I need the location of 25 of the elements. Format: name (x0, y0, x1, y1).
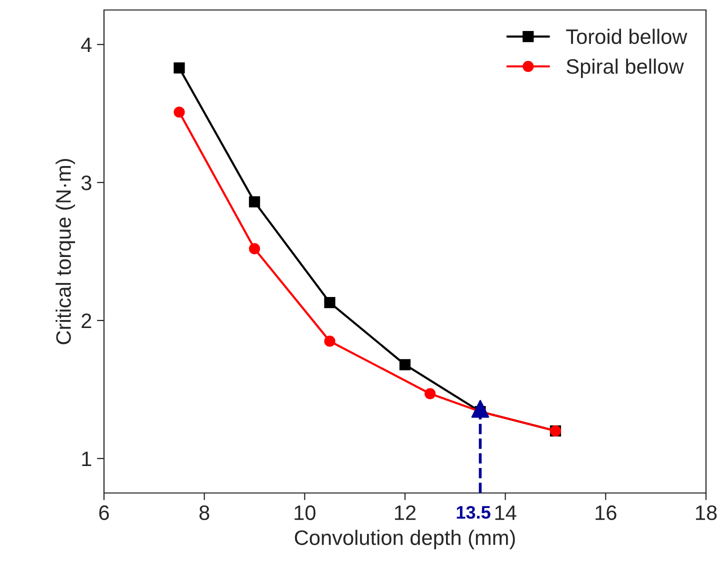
y-tick-label: 2 (82, 314, 92, 328)
x-tick-label: 16 (596, 505, 616, 520)
point (324, 336, 336, 347)
x-tick-label: 14 (495, 506, 516, 520)
x-axis-title: Convolution depth (mm) (294, 530, 515, 550)
y-axis-title: Critical torque (N·m) (56, 159, 76, 344)
legend-label: Spiral bellow (566, 58, 684, 78)
y-tick-label: 1 (82, 452, 92, 466)
point (324, 297, 336, 308)
x-tick-label: 8 (199, 505, 210, 520)
point (424, 388, 436, 400)
x-tick-label: 18 (696, 505, 717, 520)
x-tick-label: 6 (99, 505, 109, 520)
point (248, 196, 260, 208)
x-tick-label: 10 (294, 505, 316, 520)
y-tick-label: 3 (81, 176, 92, 190)
legend-label: Toroid bellow (566, 28, 688, 44)
point (399, 359, 411, 370)
point (174, 62, 185, 74)
point (174, 106, 185, 118)
x-tick-label: 12 (395, 505, 416, 520)
point (471, 400, 490, 418)
point (248, 243, 260, 254)
ref-line-label: 13.5 (456, 506, 490, 519)
y-tick-label: 4 (81, 38, 92, 52)
